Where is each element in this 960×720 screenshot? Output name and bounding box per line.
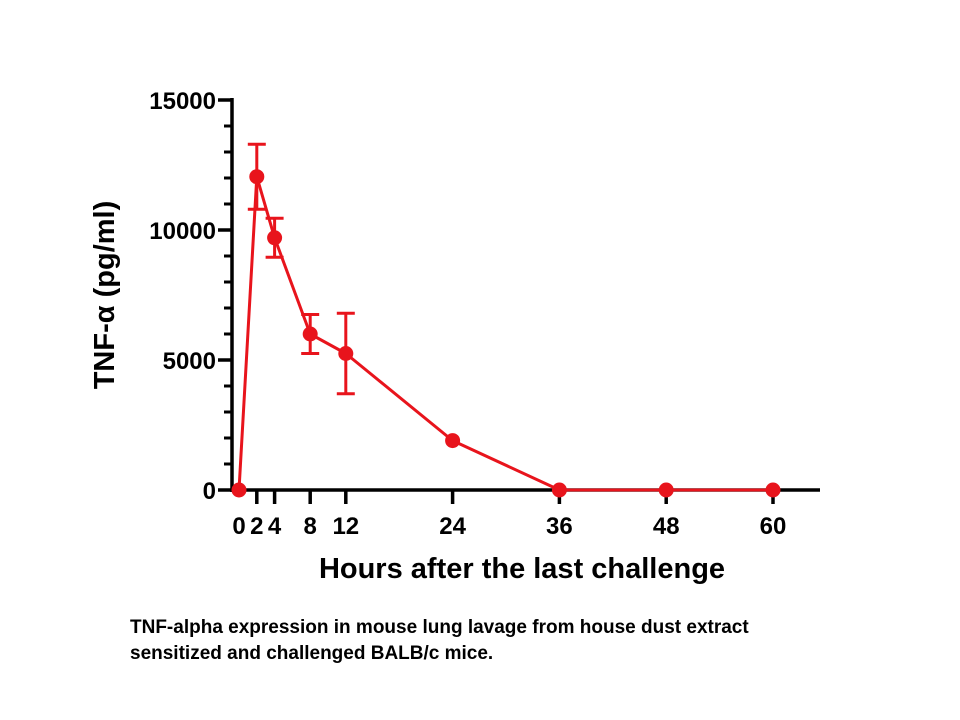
data-point [302, 326, 318, 342]
x-tick-label: 0 [232, 513, 245, 540]
data-point [445, 433, 461, 449]
data-point [231, 482, 247, 498]
data-point [267, 230, 283, 246]
x-tick-label: 36 [546, 513, 573, 540]
series-tnf [231, 142, 781, 498]
y-tick-label: 10000 [149, 218, 216, 245]
data-point [551, 482, 567, 498]
y-major-ticks [218, 98, 232, 492]
data-point [658, 482, 674, 498]
x-tick-label: 48 [653, 513, 680, 540]
x-tick-label: 12 [332, 513, 359, 540]
x-tick-labels: 0 2 4 8 12 24 36 48 60 [232, 513, 786, 540]
y-axis-title: TNF-α (pg/ml) [89, 201, 121, 390]
y-tick-labels: 0 5000 10000 15000 [149, 88, 216, 505]
data-point [765, 482, 781, 498]
x-ticks [255, 490, 775, 504]
x-tick-label: 8 [304, 513, 317, 540]
y-tick-label: 15000 [149, 88, 216, 115]
x-axis-title: Hours after the last challenge [319, 553, 725, 585]
data-point [249, 169, 265, 185]
x-tick-label: 60 [760, 513, 787, 540]
x-tick-label: 24 [439, 513, 466, 540]
x-tick-label: 2 [250, 513, 263, 540]
data-point [338, 346, 354, 361]
y-tick-label: 0 [203, 478, 216, 505]
y-tick-label: 5000 [163, 348, 216, 375]
caption-line-1: TNF-alpha expression in mouse lung lavag… [130, 617, 749, 638]
figure-caption: TNF-alpha expression in mouse lung lavag… [130, 615, 910, 667]
caption-line-2: sensitized and challenged BALB/c mice. [130, 643, 494, 664]
series-line [237, 175, 773, 492]
x-tick-label: 4 [268, 513, 282, 540]
